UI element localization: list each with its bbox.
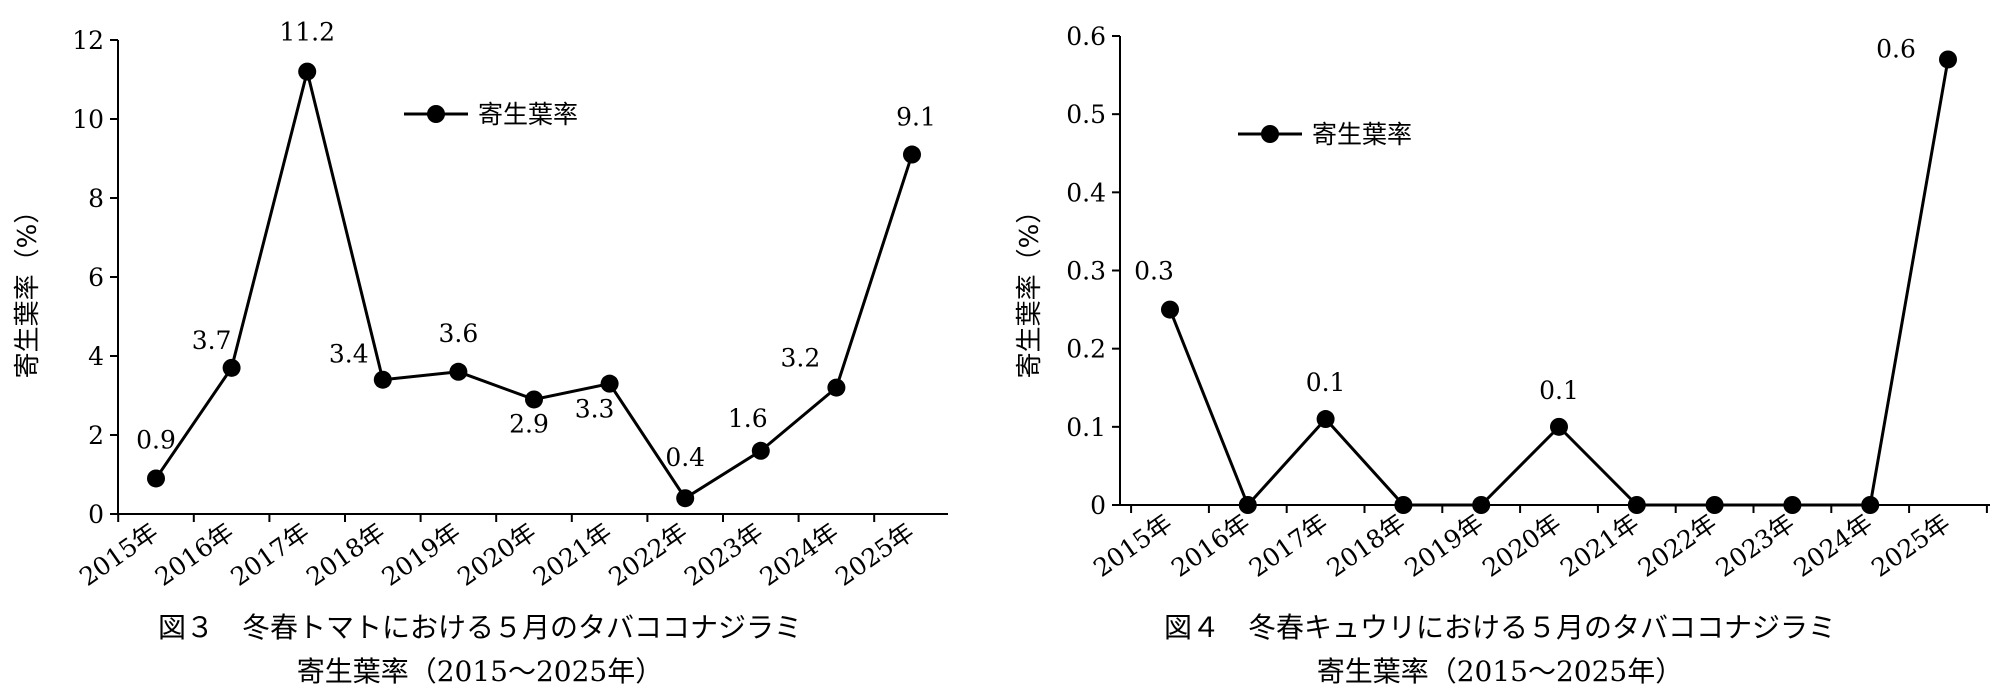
data-point <box>525 390 543 409</box>
figure-caption-line2: 寄生葉率（2015〜2025年） <box>1317 655 1684 688</box>
x-tick-label: 2023年 <box>1711 508 1800 583</box>
data-label: 0.4 <box>665 443 705 472</box>
data-point <box>1861 496 1880 514</box>
data-point <box>1705 496 1724 514</box>
data-point <box>147 469 165 488</box>
legend-label: 寄生葉率 <box>1312 120 1412 149</box>
data-point <box>373 370 392 389</box>
data-point <box>903 145 921 164</box>
x-tick-label: 2022年 <box>603 517 692 592</box>
x-tick-label: 2025年 <box>1866 508 1955 583</box>
y-tick-label: 0.6 <box>1066 22 1106 51</box>
figure-caption-line1: 図３ 冬春トマトにおける５月のタバココナジラミ <box>158 611 802 644</box>
data-point <box>1238 496 1257 514</box>
data-point <box>827 378 846 397</box>
data-point <box>1316 410 1335 429</box>
data-label: 3.4 <box>329 340 369 369</box>
data-point <box>1939 50 1957 69</box>
x-tick-label: 2024年 <box>755 517 844 592</box>
x-tick-label: 2018年 <box>301 517 390 592</box>
data-label: 0.3 <box>1134 257 1174 286</box>
data-label: 2.9 <box>509 409 549 438</box>
data-label: 0.9 <box>136 425 176 454</box>
data-point <box>751 441 770 460</box>
legend-label: 寄生葉率 <box>478 100 578 129</box>
x-tick-label: 2017年 <box>225 517 314 592</box>
x-tick-label: 2021年 <box>528 517 617 592</box>
data-point <box>1394 496 1413 514</box>
y-tick-label: 8 <box>88 184 104 213</box>
y-tick-label: 10 <box>72 105 104 134</box>
figure-caption-line1: 図４ 冬春キュウリにおける５月のタバココナジラミ <box>1164 611 1836 644</box>
chart-2: 00.10.20.30.40.50.62015年2016年2017年2018年2… <box>1015 22 1990 688</box>
data-label: 9.1 <box>896 103 936 132</box>
x-tick-label: 2022年 <box>1633 508 1722 583</box>
data-point <box>600 374 619 393</box>
x-tick-label: 2020年 <box>1477 508 1566 583</box>
data-point <box>676 489 695 508</box>
data-label: 0.1 <box>1539 376 1579 405</box>
data-point <box>1783 496 1802 514</box>
data-label: 0.1 <box>1306 368 1346 397</box>
data-point <box>298 62 317 81</box>
data-label: 3.6 <box>439 319 479 348</box>
data-point <box>1550 417 1568 436</box>
series-line <box>1168 59 1950 508</box>
y-tick-label: 0.3 <box>1066 257 1106 286</box>
x-tick-label: 2019年 <box>1399 508 1488 583</box>
y-axis-label: 寄生葉率（%） <box>13 198 43 379</box>
legend-marker <box>1261 125 1279 143</box>
y-tick-label: 0.4 <box>1066 178 1106 207</box>
x-tick-label: 2021年 <box>1555 508 1644 583</box>
data-label: 3.3 <box>575 395 615 424</box>
x-tick-label: 2020年 <box>452 517 541 592</box>
x-tick-label: 2017年 <box>1244 508 1333 583</box>
data-point <box>1472 496 1491 514</box>
data-label: 3.2 <box>781 344 821 373</box>
legend-marker <box>427 105 445 123</box>
y-axis-label: 寄生葉率（%） <box>1015 198 1045 379</box>
x-tick-label: 2016年 <box>1166 508 1255 583</box>
x-tick-label: 2018年 <box>1322 508 1411 583</box>
x-tick-label: 2023年 <box>679 517 768 592</box>
data-point <box>449 362 468 381</box>
y-tick-label: 6 <box>88 263 104 292</box>
x-tick-label: 2025年 <box>830 517 919 592</box>
y-tick-label: 2 <box>88 421 104 450</box>
x-tick-label: 2016年 <box>150 517 239 592</box>
y-tick-label: 4 <box>88 342 104 371</box>
figure-caption-line2: 寄生葉率（2015〜2025年） <box>297 655 664 688</box>
y-tick-label: 0 <box>88 500 104 529</box>
data-label: 11.2 <box>279 18 335 47</box>
data-point <box>1627 496 1646 514</box>
data-label: 1.6 <box>728 404 768 433</box>
chart-1: 0246810122015年2016年2017年2018年2019年2020年2… <box>13 18 948 688</box>
y-tick-label: 0.1 <box>1066 413 1106 442</box>
data-label: 3.7 <box>192 326 232 355</box>
y-tick-label: 0.5 <box>1066 100 1106 129</box>
data-point <box>1161 300 1179 319</box>
y-tick-label: 0 <box>1090 491 1106 520</box>
x-tick-label: 2019年 <box>377 517 466 592</box>
data-point <box>222 358 241 377</box>
y-tick-label: 12 <box>72 26 104 55</box>
data-label: 0.6 <box>1876 34 1916 63</box>
x-tick-label: 2024年 <box>1788 508 1877 583</box>
y-tick-label: 0.2 <box>1066 335 1106 364</box>
